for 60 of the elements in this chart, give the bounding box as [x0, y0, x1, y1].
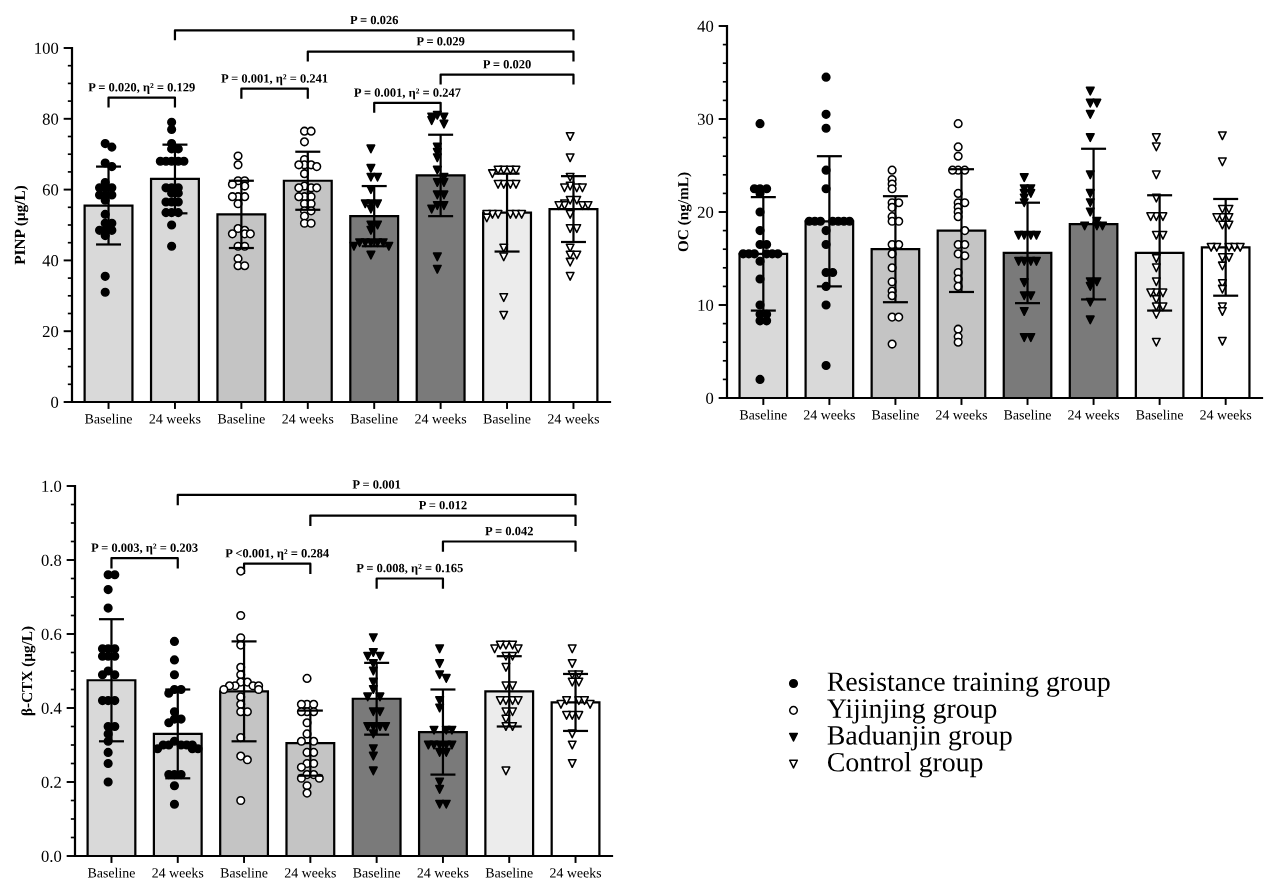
- x-tick-label: 24 weeks: [282, 413, 334, 424]
- legend-label: Yijinjing group: [827, 699, 997, 724]
- x-tick-label: 24 weeks: [936, 409, 988, 420]
- y-tick-label: 10: [698, 299, 714, 311]
- x-tick-label: 24 weeks: [415, 413, 467, 424]
- y-axis-title: PINP (μg/L): [14, 185, 29, 265]
- y-tick-label: 0: [51, 396, 59, 408]
- annotation: P = 0.042: [485, 526, 533, 536]
- y-tick-label: 40: [42, 255, 59, 267]
- annotation: P = 0.003, η² = 0.203: [91, 543, 198, 555]
- x-tick-label: 24 weeks: [152, 867, 204, 878]
- y-tick-label: 0: [706, 392, 714, 404]
- y-tick-label: 0.8: [41, 554, 62, 567]
- text: P = 0.026: [350, 15, 399, 25]
- x-tick-label: 24 weeks: [803, 409, 855, 420]
- x-tick-label: Baseline: [87, 867, 135, 878]
- x-tick-label: Baseline: [485, 867, 533, 878]
- text: P = 0.029: [416, 37, 465, 46]
- x-tick-label: 24 weeks: [550, 867, 602, 878]
- x-tick-label: Baseline: [220, 867, 268, 878]
- x-tick-label: 24 weeks: [149, 413, 201, 424]
- annotation: P = 0.020: [483, 60, 531, 69]
- x-tick-label: 24 weeks: [548, 413, 599, 424]
- x-tick-label: Baseline: [1004, 409, 1051, 420]
- x-tick-label: Baseline: [350, 413, 398, 424]
- x-tick-label: 24 weeks: [284, 867, 336, 878]
- annotation: P = 0.001, η² = 0.241: [221, 74, 328, 86]
- y-tick-label: 1.0: [42, 480, 62, 493]
- y-tick-label: 80: [42, 113, 59, 125]
- x-tick-label: Baseline: [85, 413, 132, 424]
- x-tick-label: Baseline: [871, 409, 919, 420]
- y-tick-label: 0.2: [41, 776, 61, 789]
- y-tick-label: 20: [42, 325, 59, 338]
- annotation: P = 0.012: [418, 500, 467, 510]
- x-tick-label: Baseline: [217, 413, 265, 424]
- y-axis-title: OC (ng/mL): [677, 172, 692, 252]
- x-tick-label: Baseline: [739, 409, 787, 420]
- x-tick-label: 24 weeks: [1200, 409, 1252, 420]
- y-tick-label: 40: [697, 20, 714, 32]
- y-tick-label: 0.0: [41, 850, 62, 863]
- legend-label: Control group: [827, 752, 983, 778]
- x-tick-label: Baseline: [1136, 409, 1184, 420]
- x-tick-label: 24 weeks: [417, 867, 469, 878]
- y-tick-label: 0.4: [41, 702, 62, 715]
- annotation: P = 0.001: [352, 480, 401, 489]
- y-tick-label: 0.6: [41, 628, 62, 641]
- y-tick-label: 60: [42, 184, 59, 196]
- y-tick-label: 100: [35, 42, 59, 54]
- legend-label: Baduanjin group: [827, 725, 1012, 751]
- annotation: P = 0.001, η² = 0.247: [354, 88, 461, 100]
- y-tick-label: 20: [697, 206, 714, 218]
- annotation: P = 0.020, η² = 0.129: [88, 83, 195, 95]
- x-tick-label: Baseline: [483, 413, 531, 424]
- annotation: P = 0.008, η² = 0.165: [356, 563, 463, 575]
- legend-label: Resistance training group: [827, 672, 1110, 697]
- y-axis-title: β-CTX (μg/L): [21, 626, 36, 716]
- x-tick-label: Baseline: [353, 867, 401, 878]
- y-tick-label: 30: [697, 113, 714, 125]
- annotation: P <0.001, η² = 0.284: [225, 549, 329, 560]
- x-tick-label: 24 weeks: [1068, 409, 1120, 420]
